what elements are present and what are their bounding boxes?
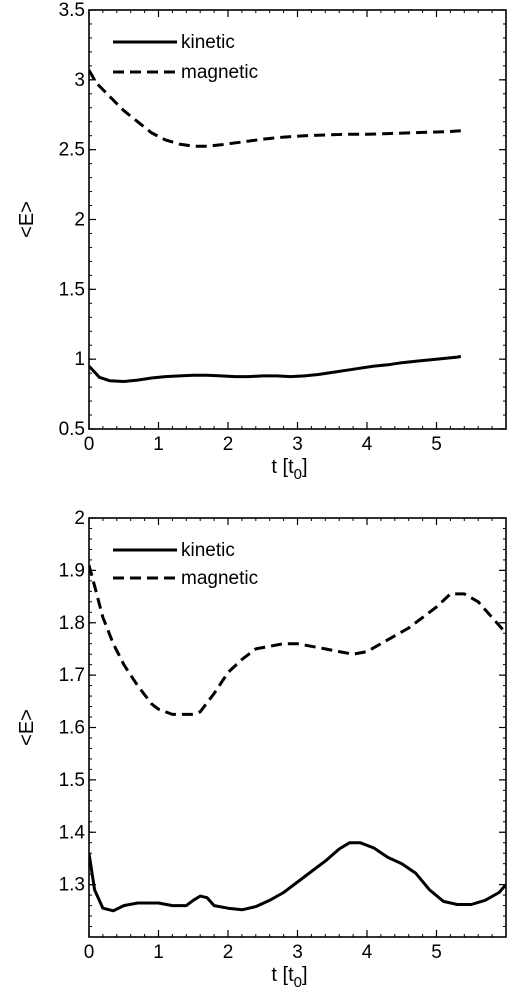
y-tick-label: 1.8 <box>59 613 85 634</box>
plot-frame <box>88 517 507 938</box>
y-tick-label: 3.5 <box>59 0 85 21</box>
y-axis-label: <E> <box>16 201 38 238</box>
y-tick-label: 2 <box>74 210 85 231</box>
top-chart: 0 1 2 3 4 5 0.5 1 1.5 2 2.5 3 3.5 t [t0] <E> kinetic mag… <box>16 0 507 483</box>
x-tick-label: 5 <box>431 434 442 455</box>
legend-label-kinetic: kinetic <box>181 32 235 53</box>
x-tick-label: 1 <box>153 434 164 455</box>
x-tick-label: 3 <box>292 942 303 963</box>
legend-label-magnetic: magnetic <box>181 62 258 83</box>
x-tick-label: 2 <box>223 942 234 963</box>
y-tick-label: 1.7 <box>59 665 85 686</box>
legend-label-magnetic: magnetic <box>181 568 258 589</box>
y-tick-label: 1.6 <box>59 718 85 739</box>
y-tick-label: 1.4 <box>59 822 86 843</box>
y-tick-label: 1.5 <box>59 279 85 300</box>
y-tick-label: 3 <box>74 70 85 91</box>
y-tick-label: 1 <box>74 349 85 370</box>
x-tick-label: 3 <box>292 434 303 455</box>
x-tick-label: 2 <box>223 434 234 455</box>
x-tick-label: 0 <box>84 942 95 963</box>
x-tick-label: 1 <box>153 942 164 963</box>
y-tick-label: 1.5 <box>59 770 85 791</box>
series-line-magnetic <box>89 564 506 716</box>
y-axis-label: <E> <box>16 709 38 746</box>
series-line-magnetic <box>89 69 461 148</box>
x-tick-label: 0 <box>84 434 95 455</box>
x-tick-label: 5 <box>431 942 442 963</box>
y-tick-label: 0.5 <box>59 419 85 440</box>
bottom-chart: 0 1 2 3 4 5 1.3 1.4 1.5 1.6 1.7 1.8 1.9 2 t [t0] <E> kin… <box>16 508 507 991</box>
y-tick-label: 1.9 <box>59 560 85 581</box>
y-tick-label: 2.5 <box>59 140 85 161</box>
x-tick-label: 4 <box>362 942 373 963</box>
x-axis-label: t [t0] <box>271 456 307 483</box>
series-line-kinetic <box>89 354 462 383</box>
x-tick-label: 4 <box>362 434 373 455</box>
y-tick-label: 1.3 <box>59 875 85 896</box>
x-axis-label: t [t0] <box>271 964 307 991</box>
legend-label-kinetic: kinetic <box>181 540 235 561</box>
series-line-kinetic <box>89 841 506 913</box>
y-tick-label: 2 <box>74 508 85 529</box>
